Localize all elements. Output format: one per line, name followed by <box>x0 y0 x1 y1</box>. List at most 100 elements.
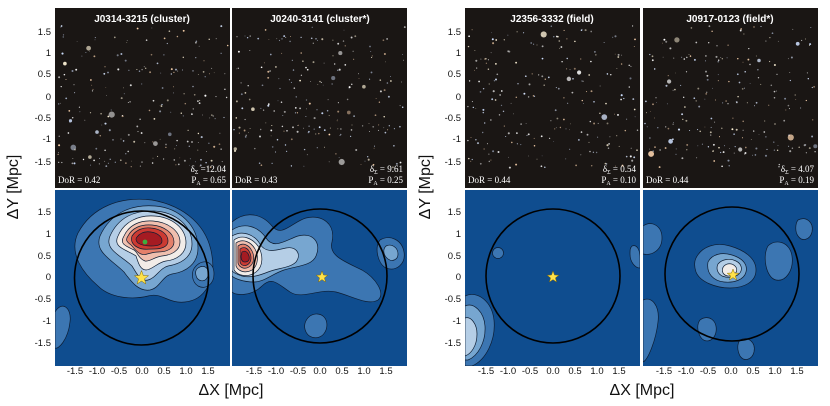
radius-circle <box>664 206 800 342</box>
sky-star <box>383 115 385 118</box>
x-tick-label: 1.5 <box>379 366 392 377</box>
sky-star <box>488 83 490 85</box>
sky-star <box>533 95 536 97</box>
sky-star <box>215 38 217 40</box>
sky-star <box>778 163 780 166</box>
sky-star <box>60 86 62 88</box>
sky-star <box>269 70 271 72</box>
sky-star <box>395 162 398 165</box>
x-tick-label: 0.5 <box>157 366 170 377</box>
sky-star <box>306 154 308 156</box>
sky-star <box>662 42 663 44</box>
sky-star <box>81 55 83 57</box>
sky-star <box>787 134 794 141</box>
x-tick-label: -1.5 <box>478 366 494 377</box>
sky-star <box>220 52 222 54</box>
sky-star <box>744 70 746 73</box>
sky-star <box>318 126 321 129</box>
sky-star <box>490 159 492 161</box>
sky-star <box>747 58 750 61</box>
sky-star <box>401 106 404 109</box>
sky-star <box>157 155 159 157</box>
sky-star <box>475 59 478 62</box>
sky-star <box>205 162 207 164</box>
sky-star <box>768 60 771 63</box>
sky-star <box>717 74 719 76</box>
sky-star <box>129 84 132 87</box>
sky-star <box>382 39 385 42</box>
sky-star <box>191 141 193 143</box>
sky-star <box>198 102 201 105</box>
sky-star <box>286 129 288 132</box>
sky-star <box>743 87 746 89</box>
sky-star <box>339 133 342 136</box>
sky-star <box>182 56 185 59</box>
sky-star <box>197 149 199 151</box>
sky-star <box>399 161 402 164</box>
sky-star <box>104 160 106 162</box>
sky-star <box>578 139 580 141</box>
sky-star <box>665 126 667 128</box>
sky-star <box>809 43 812 46</box>
sky-star <box>656 101 657 103</box>
sky-star <box>755 55 757 57</box>
sky-star <box>108 111 115 118</box>
sky-star <box>116 54 119 57</box>
sky-star <box>393 144 395 147</box>
y-tick-label: -0.5 <box>35 294 51 305</box>
sky-star <box>680 84 682 86</box>
sky-star <box>160 105 163 107</box>
sky-star <box>348 88 350 90</box>
sky-star <box>161 103 163 106</box>
sky-star <box>62 34 65 36</box>
sky-star <box>616 68 618 69</box>
sky-star <box>210 114 213 116</box>
sky-star <box>112 139 114 141</box>
sky-star <box>181 69 183 71</box>
sky-star <box>597 136 599 138</box>
sky-star <box>195 40 198 42</box>
sky-star <box>567 102 569 104</box>
sky-star <box>474 50 476 51</box>
sky-star <box>626 118 628 120</box>
sky-star <box>202 114 203 116</box>
sky-star <box>90 79 92 81</box>
sky-star <box>507 50 510 53</box>
sky-star <box>603 41 605 43</box>
sky-star <box>159 104 161 106</box>
sky-star <box>65 78 67 81</box>
sky-star <box>220 148 222 150</box>
sky-star <box>319 80 321 83</box>
sky-star <box>689 55 692 57</box>
y-tick-label: 0.5 <box>448 251 461 262</box>
sky-star <box>337 69 339 72</box>
sky-star <box>516 31 518 33</box>
sky-star <box>375 98 377 99</box>
sky-star <box>254 147 256 150</box>
sky-star <box>145 39 148 41</box>
sky-star <box>524 75 527 78</box>
x-ticks-right-a: -1.5 -1.0 -0.5 0.0 0.5 1.0 1.5 <box>478 366 626 377</box>
sky-star <box>499 94 501 96</box>
y-tick-label: -1 <box>453 134 461 145</box>
sky-star <box>530 42 533 44</box>
sky-star <box>110 109 112 111</box>
sky-star <box>713 149 715 151</box>
sky-star <box>163 37 166 40</box>
sky-star <box>484 122 486 124</box>
sky-star <box>120 97 123 100</box>
sky-star <box>233 149 237 153</box>
sky-star <box>208 38 210 40</box>
sky-star <box>195 57 197 59</box>
density-map-j0240 <box>232 190 407 366</box>
sky-star <box>122 140 125 142</box>
x-ticks-left-b: -1.5 -1.0 -0.5 0.0 0.5 1.0 1.5 <box>246 366 393 377</box>
sky-star <box>617 53 620 56</box>
sky-star <box>517 83 519 85</box>
sky-star <box>305 99 308 101</box>
sky-star <box>628 86 631 88</box>
sky-star <box>787 104 790 107</box>
sky-star <box>224 88 226 91</box>
sky-star <box>386 82 389 84</box>
sky-star <box>807 78 809 80</box>
